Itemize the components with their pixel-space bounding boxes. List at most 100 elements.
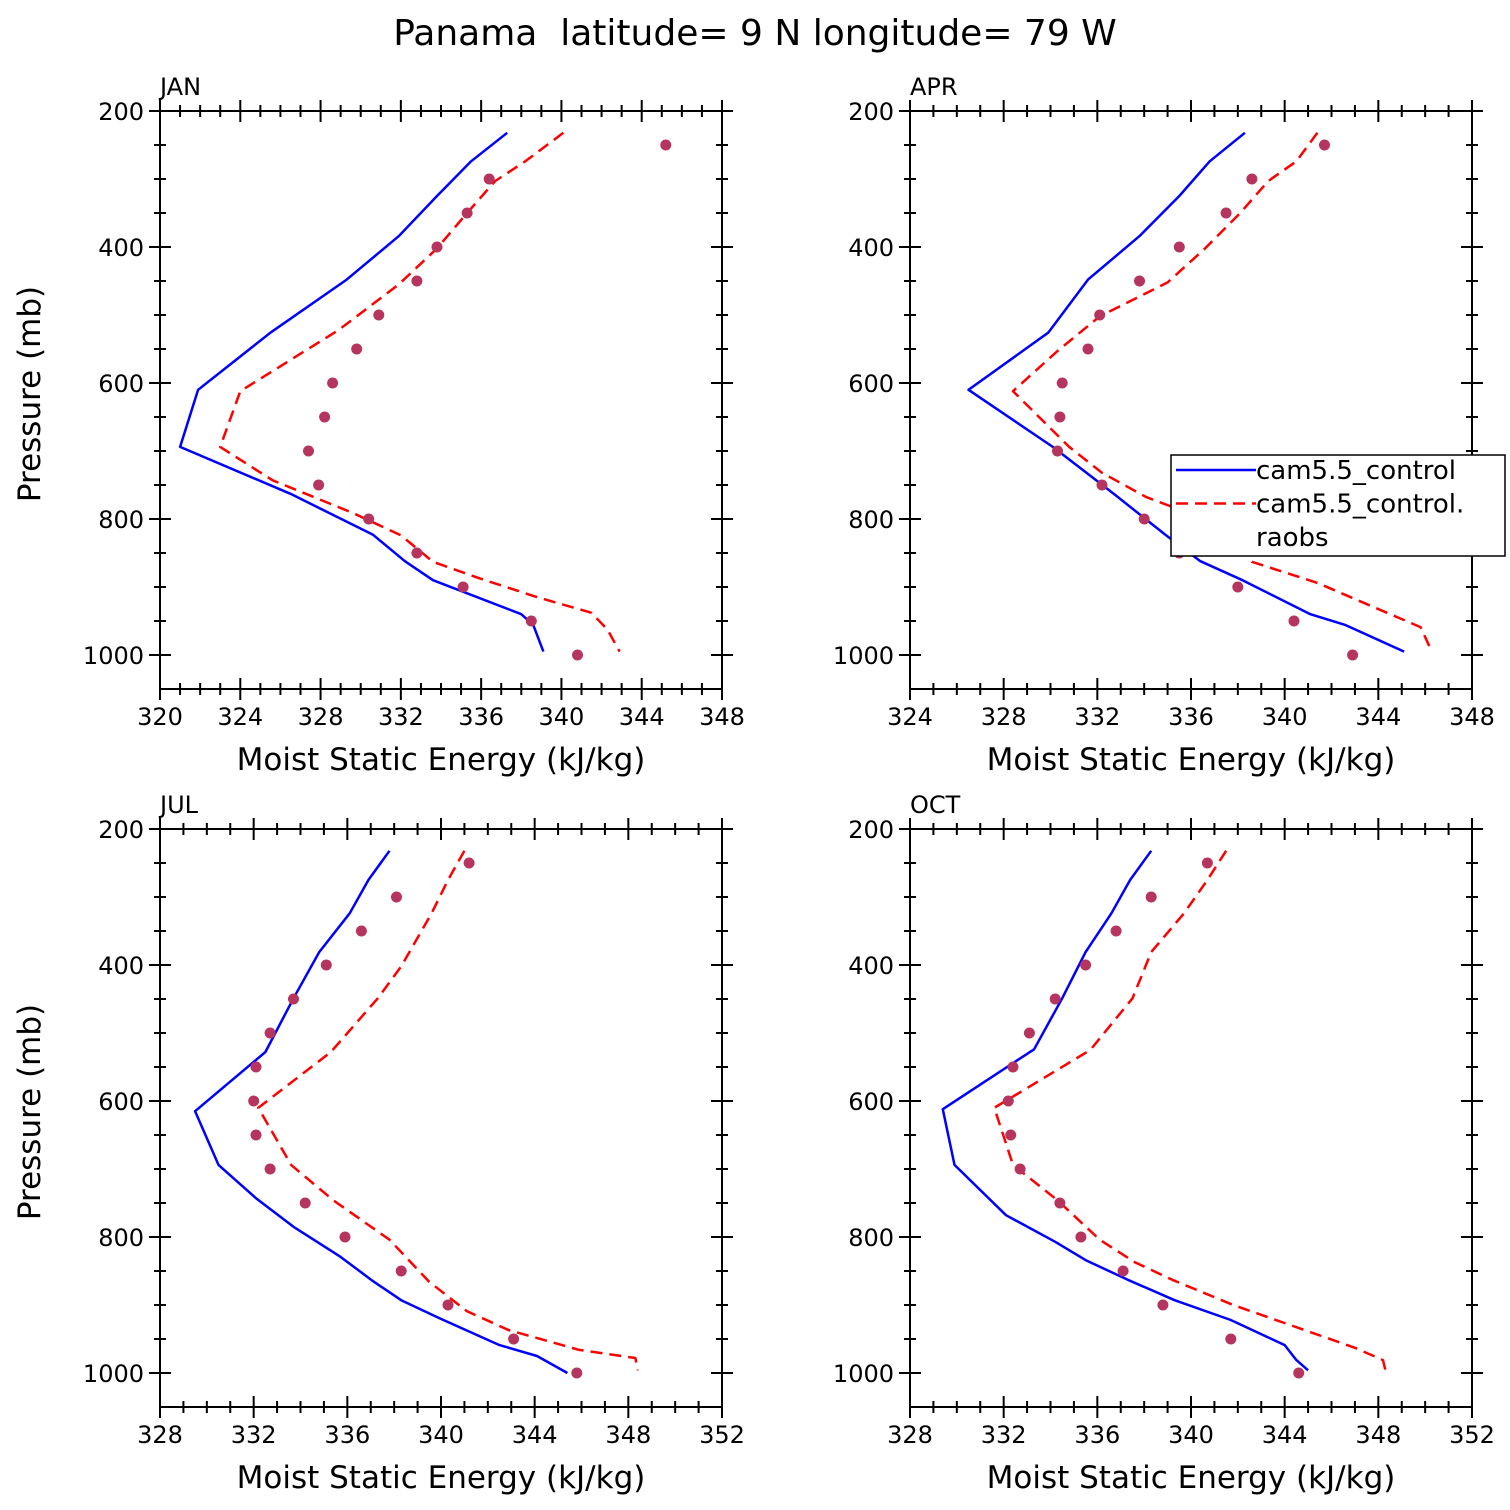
raobs-point <box>1117 1265 1129 1277</box>
x-tick-label: 348 <box>1355 1421 1401 1449</box>
y-tick-label: 600 <box>98 1088 144 1116</box>
raobs-point <box>299 1197 311 1209</box>
x-tick-label: 332 <box>378 703 424 731</box>
raobs-point <box>411 547 423 559</box>
legend-label: cam5.5_control <box>1256 456 1456 486</box>
legend-label: cam5.5_control. <box>1256 490 1464 520</box>
x-tick-label: 328 <box>887 1421 933 1449</box>
x-tick-label: 336 <box>324 1421 370 1449</box>
raobs-point <box>572 649 583 661</box>
raobs-point <box>1157 1299 1169 1311</box>
y-tick-label: 200 <box>98 816 144 844</box>
raobs-point <box>1319 139 1330 151</box>
x-tick-label: 344 <box>512 1421 558 1449</box>
raobs-point <box>1094 309 1106 321</box>
y-tick-label: 400 <box>98 234 144 262</box>
legend-label: raobs <box>1256 523 1329 553</box>
panel-title: OCT <box>910 791 961 819</box>
control-solid-profile-line <box>967 131 1405 653</box>
raobs-point <box>363 513 375 525</box>
raobs-point <box>1054 1197 1066 1209</box>
y-axis-label: Pressure (mb) <box>12 1004 48 1220</box>
control-dashed-profile-line <box>993 850 1387 1371</box>
x-tick-label: 340 <box>539 703 585 731</box>
raobs-point <box>442 1299 454 1311</box>
raobs-point <box>660 139 672 151</box>
raobs-point <box>1347 649 1359 661</box>
control-dashed-profile-line <box>257 850 639 1371</box>
raobs-point <box>1023 1027 1035 1039</box>
x-tick-label: 348 <box>605 1421 651 1449</box>
x-axis-label: Moist Static Energy (kJ/kg) <box>237 742 646 778</box>
raobs-point <box>264 1163 276 1175</box>
raobs-point <box>1173 241 1185 253</box>
raobs-point <box>461 207 473 219</box>
y-tick-label: 600 <box>848 370 894 398</box>
control-dashed-profile-line <box>218 131 621 653</box>
x-axis-label: Moist Static Energy (kJ/kg) <box>987 742 1396 778</box>
y-tick-label: 1000 <box>83 1360 144 1388</box>
x-tick-label: 336 <box>458 703 504 731</box>
control-solid-profile-line <box>193 850 569 1375</box>
legend-box <box>1170 454 1506 557</box>
raobs-point <box>1288 615 1300 627</box>
panel-oct: 328 332 336 340 344 348 352 200 400 600 800 1000 OCT… <box>833 791 1495 1496</box>
raobs-point <box>1145 891 1157 903</box>
raobs-point <box>571 1367 583 1379</box>
x-tick-label: 340 <box>1168 1421 1214 1449</box>
raobs-point <box>339 1231 351 1243</box>
raobs-point <box>319 411 331 423</box>
raobs-point <box>250 1061 262 1073</box>
control-solid-profile-line <box>178 131 545 653</box>
panel-title: APR <box>910 73 958 101</box>
panel-jan: 320 324 328 332 336 340 344 348 200 400 600 800 1000… <box>12 73 745 778</box>
raobs-point <box>508 1333 520 1345</box>
x-tick-label: 328 <box>298 703 344 731</box>
panel-apr: 324 328 332 336 340 344 348 200 400 600 800 1000 APR… <box>833 73 1495 778</box>
panel-jul: 328 332 336 340 344 348 352 200 400 600 800 1000 JUL… <box>12 791 745 1496</box>
raobs-point <box>1080 959 1092 971</box>
raobs-point <box>431 241 443 253</box>
raobs-point <box>391 891 402 903</box>
y-tick-label: 1000 <box>83 642 144 670</box>
x-tick-label: 324 <box>887 703 933 731</box>
raobs-point <box>1075 1231 1087 1243</box>
tick-marks <box>899 818 1483 1418</box>
raobs-point <box>373 309 385 321</box>
x-tick-label: 344 <box>1262 1421 1308 1449</box>
x-tick-label: 348 <box>1449 703 1495 731</box>
control-solid-profile-line <box>941 850 1309 1372</box>
y-tick-label: 400 <box>98 952 144 980</box>
x-tick-label: 336 <box>1074 1421 1120 1449</box>
y-tick-label: 400 <box>848 234 894 262</box>
x-tick-label: 344 <box>1355 703 1401 731</box>
x-tick-label: 320 <box>137 703 183 731</box>
x-tick-label: 332 <box>231 1421 277 1449</box>
raobs-point <box>1246 173 1258 185</box>
y-tick-label: 800 <box>848 1224 894 1252</box>
raobs-point <box>1005 1129 1017 1141</box>
raobs-point <box>250 1129 262 1141</box>
raobs-point <box>1056 377 1068 389</box>
y-tick-label: 600 <box>848 1088 894 1116</box>
y-tick-label: 200 <box>848 98 894 126</box>
x-tick-label: 336 <box>1168 703 1214 731</box>
x-tick-label: 332 <box>1074 703 1120 731</box>
raobs-point <box>1054 411 1066 423</box>
y-tick-label: 600 <box>98 370 144 398</box>
y-axis-label: Pressure (mb) <box>12 286 48 502</box>
raobs-point <box>264 1027 276 1039</box>
raobs-point <box>457 581 469 593</box>
raobs-point <box>1138 513 1150 525</box>
raobs-point <box>248 1095 260 1107</box>
x-tick-label: 328 <box>981 703 1027 731</box>
y-tick-label: 800 <box>848 506 894 534</box>
x-tick-label: 352 <box>1449 1421 1495 1449</box>
raobs-point <box>1014 1163 1026 1175</box>
x-tick-label: 344 <box>619 703 665 731</box>
x-tick-label: 340 <box>1262 703 1308 731</box>
tick-marks <box>899 100 1483 700</box>
y-tick-label: 200 <box>848 816 894 844</box>
